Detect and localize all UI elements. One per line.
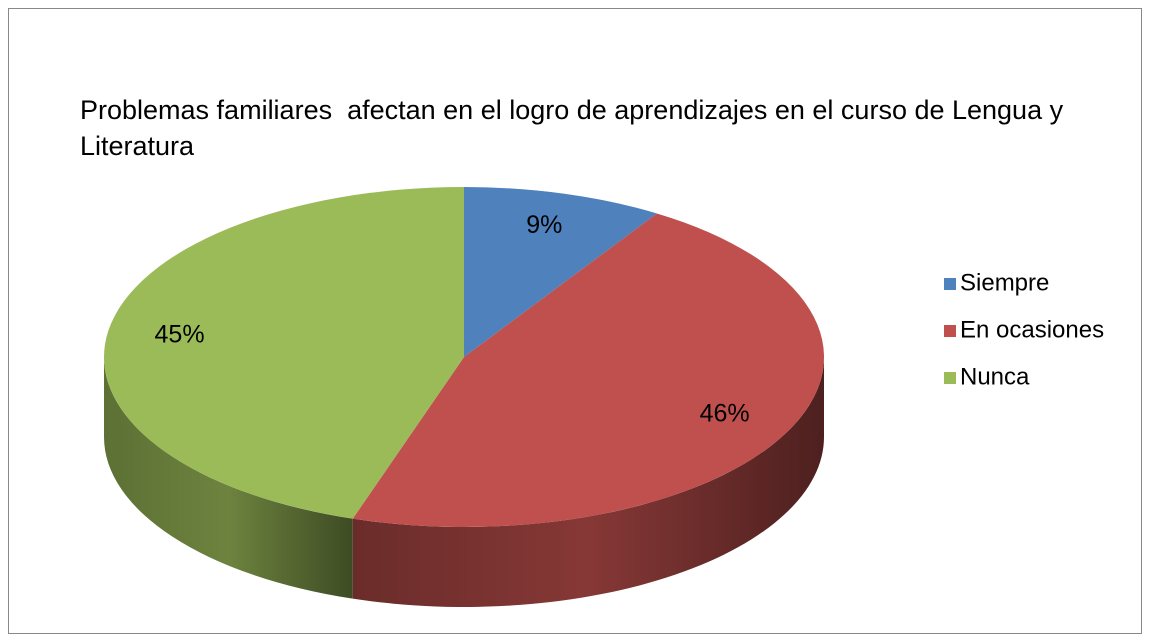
legend-label: En ocasiones: [960, 316, 1104, 343]
data-label: 45%: [155, 320, 205, 348]
data-label: 9%: [526, 211, 562, 239]
chart-frame: [8, 8, 1142, 634]
pie-slice: [464, 187, 657, 357]
pie-side: [104, 357, 353, 599]
data-label: 46%: [700, 400, 750, 428]
legend-swatch: [944, 278, 956, 290]
pie-slice: [352, 213, 825, 528]
chart-title: Problemas familiares afectan en el logro…: [80, 95, 1071, 161]
legend-swatch: [944, 325, 956, 337]
pie-slice: [103, 187, 464, 519]
pie-side: [352, 357, 824, 607]
legend-label: Nunca: [960, 363, 1030, 390]
legend-label: Siempre: [960, 269, 1049, 296]
legend-swatch: [944, 372, 956, 384]
